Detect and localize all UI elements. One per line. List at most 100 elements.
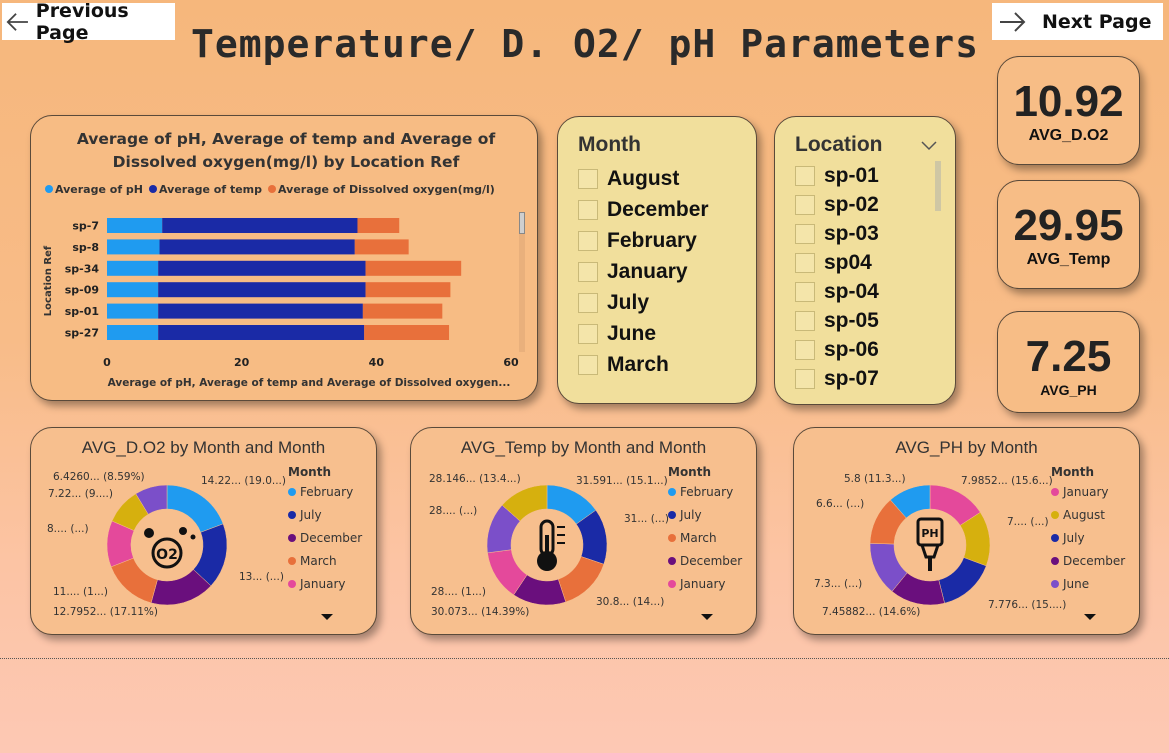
location-item-label: sp04 (824, 251, 872, 274)
checkbox[interactable] (795, 224, 815, 244)
bar-segment-2[interactable] (354, 239, 409, 255)
checkbox[interactable] (795, 311, 815, 331)
bar-segment-0[interactable] (107, 260, 159, 276)
y-tick-label: sp-01 (65, 305, 99, 318)
bar-segment-0[interactable] (107, 218, 163, 233)
donut-slice[interactable] (135, 484, 168, 515)
location-item[interactable]: sp-07 (795, 367, 879, 391)
donut-card-temp[interactable]: AVG_Temp by Month and Month Month Februa… (410, 427, 757, 635)
location-item[interactable]: sp-04 (795, 280, 879, 304)
donut-card-do2[interactable]: AVG_D.O2 by Month and Month O2 Month Feb… (30, 427, 377, 635)
donut-legend-item[interactable]: July (288, 508, 322, 522)
arrow-right-icon (1000, 11, 1026, 32)
location-item[interactable]: sp-05 (795, 309, 879, 333)
donut-title: AVG_Temp by Month and Month (460, 438, 707, 457)
location-item[interactable]: sp04 (795, 251, 872, 275)
bar-segment-2[interactable] (362, 303, 443, 319)
checkbox[interactable] (578, 262, 598, 282)
donut-data-label: 12.7952... (17.11%) (53, 606, 158, 618)
kpi-card-temp[interactable]: 29.95 AVG_Temp (997, 180, 1140, 289)
location-item[interactable]: sp-01 (795, 164, 879, 188)
donut-slice[interactable] (110, 557, 158, 604)
checkbox[interactable] (578, 293, 598, 313)
donut-legend-item[interactable]: August (1051, 508, 1105, 522)
checkbox[interactable] (795, 166, 815, 186)
checkbox[interactable] (578, 200, 598, 220)
x-tick-label: 60 (503, 356, 519, 369)
next-page-button[interactable]: Next Page (992, 3, 1163, 40)
legend-item-ph[interactable]: Average of pH (45, 183, 143, 196)
month-slicer[interactable]: Month August December February January July J… (557, 116, 757, 404)
checkbox[interactable] (795, 253, 815, 273)
location-slicer-scrollbar[interactable] (935, 161, 941, 211)
donut-data-label: 7.... (...) (1007, 516, 1049, 528)
bar-segment-2[interactable] (364, 325, 450, 340)
donut-legend-item[interactable]: February (288, 485, 353, 499)
checkbox[interactable] (578, 231, 598, 251)
bar-segment-2[interactable] (365, 260, 462, 276)
checkbox[interactable] (795, 195, 815, 215)
donut-legend-item[interactable]: January (668, 577, 726, 591)
month-item[interactable]: March (578, 353, 669, 377)
donut-legend-item[interactable]: July (668, 508, 702, 522)
donut-data-label: 7.9852... (15.6...) (961, 475, 1053, 487)
bar-segment-1[interactable] (162, 218, 358, 233)
donut-legend-item[interactable]: December (1051, 554, 1125, 568)
bar-segment-1[interactable] (158, 303, 363, 319)
donut-card-ph[interactable]: AVG_PH by Month PH Month January August Ju… (793, 427, 1140, 635)
donut-legend-item[interactable]: January (1051, 485, 1109, 499)
bar-segment-1[interactable] (159, 239, 355, 255)
location-item[interactable]: sp-06 (795, 338, 879, 362)
bar-segment-0[interactable] (107, 282, 159, 298)
donut-legend-item[interactable]: February (668, 485, 733, 499)
kpi-label: AVG_PH (1040, 382, 1097, 398)
month-item[interactable]: July (578, 291, 649, 315)
donut-slice[interactable] (938, 557, 987, 604)
donut-legend-item[interactable]: March (288, 554, 337, 568)
legend-scroll-down-icon[interactable] (701, 614, 713, 620)
location-item[interactable]: sp-02 (795, 193, 879, 217)
month-item[interactable]: August (578, 167, 679, 191)
checkbox[interactable] (578, 355, 598, 375)
checkbox[interactable] (795, 340, 815, 360)
donut-legend-item[interactable]: June (1051, 577, 1089, 591)
bar-segment-0[interactable] (107, 239, 160, 255)
bar-segment-1[interactable] (158, 325, 365, 340)
location-item-label: sp-06 (824, 338, 879, 361)
legend-item-temp[interactable]: Average of temp (149, 183, 262, 196)
donut-legend-item[interactable]: July (1051, 531, 1085, 545)
bar-segment-0[interactable] (107, 325, 159, 340)
location-item[interactable]: sp-03 (795, 222, 879, 246)
donut-legend-item[interactable]: December (668, 554, 742, 568)
donut-data-label: 6.6... (...) (816, 498, 865, 510)
bar-segment-2[interactable] (357, 218, 400, 233)
checkbox[interactable] (795, 282, 815, 302)
kpi-card-ph[interactable]: 7.25 AVG_PH (997, 311, 1140, 413)
legend-scroll-down-icon[interactable] (1084, 614, 1096, 620)
bar-chart-scrollbar[interactable] (519, 212, 525, 352)
chevron-down-icon[interactable] (921, 141, 937, 151)
bar-segment-1[interactable] (158, 282, 366, 298)
month-item[interactable]: June (578, 322, 656, 346)
legend-scroll-down-icon[interactable] (321, 614, 333, 620)
bar-chart-card[interactable]: Average of pH, Average of temp and Avera… (30, 115, 538, 401)
month-item[interactable]: January (578, 260, 688, 284)
donut-legend-item[interactable]: March (668, 531, 717, 545)
checkbox[interactable] (795, 369, 815, 389)
donut-slice[interactable] (166, 484, 224, 533)
month-item[interactable]: February (578, 229, 697, 253)
checkbox[interactable] (578, 324, 598, 344)
legend-item-do[interactable]: Average of Dissolved oxygen(mg/l) (268, 183, 495, 196)
bar-segment-2[interactable] (365, 282, 451, 298)
previous-page-button[interactable]: Previous Page (2, 0, 175, 44)
bar-segment-0[interactable] (107, 303, 159, 319)
location-slicer[interactable]: Location sp-01 sp-02 sp-03 sp04 sp-04 sp-05 sp… (774, 116, 956, 405)
donut-legend-item[interactable]: January (288, 577, 346, 591)
checkbox[interactable] (578, 169, 598, 189)
bar-segment-1[interactable] (158, 260, 366, 276)
donut-slice[interactable] (890, 484, 931, 519)
donut-slice[interactable] (501, 484, 548, 522)
month-item[interactable]: December (578, 198, 709, 222)
kpi-card-do2[interactable]: 10.92 AVG_D.O2 (997, 56, 1140, 165)
donut-legend-item[interactable]: December (288, 531, 362, 545)
